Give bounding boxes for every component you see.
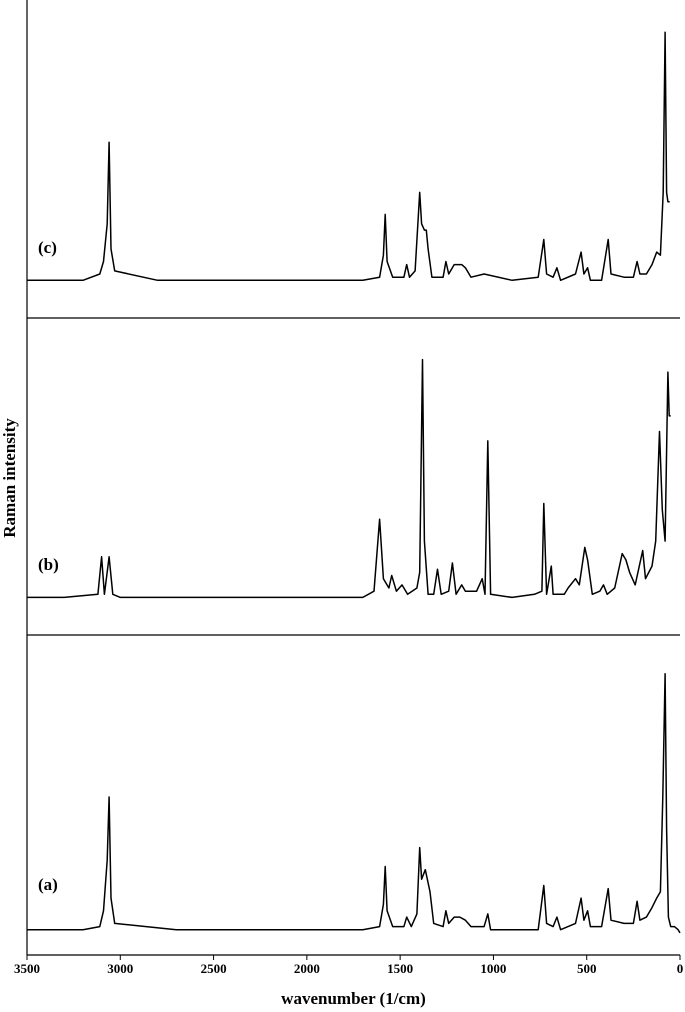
- x-tick-label: 500: [577, 961, 597, 976]
- x-tick-label: 3500: [14, 961, 40, 976]
- spectrum-line: [27, 673, 681, 934]
- panel-label: (b): [38, 555, 59, 574]
- spectrum-line: [27, 31, 670, 282]
- x-tick-label: 2500: [201, 961, 227, 976]
- panel-label: (c): [38, 238, 57, 257]
- y-axis-label: Raman intensity: [0, 418, 19, 538]
- spectrum-line: [27, 358, 671, 599]
- x-tick-label: 2000: [294, 961, 320, 976]
- x-tick-label: 1000: [480, 961, 506, 976]
- x-tick-label: 0: [677, 961, 684, 976]
- x-axis-label: wavenumber (1/cm): [281, 989, 426, 1008]
- x-tick-label: 1500: [387, 961, 413, 976]
- panel-label: (a): [38, 875, 58, 894]
- x-tick-label: 3000: [107, 961, 133, 976]
